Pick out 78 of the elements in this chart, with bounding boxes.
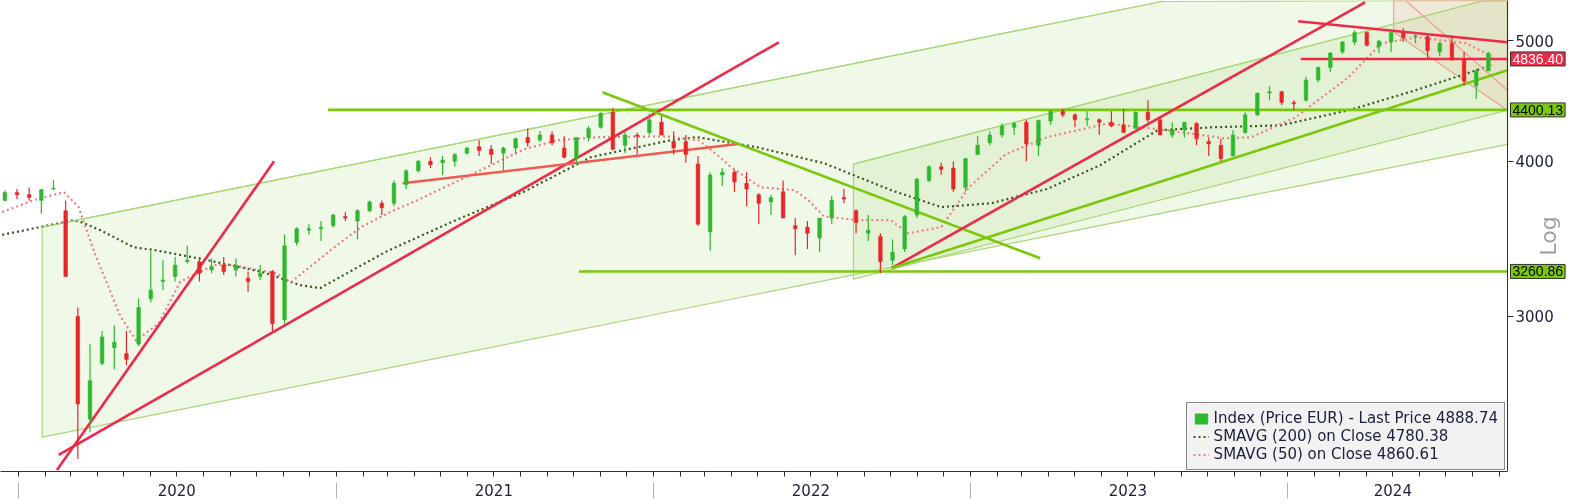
data-label: 4836.40 — [1512, 50, 1564, 67]
candlestick — [635, 131, 640, 156]
candlestick — [197, 256, 202, 283]
candlestick — [1194, 121, 1199, 146]
candlestick — [355, 208, 360, 241]
candlestick — [793, 217, 798, 256]
candlestick — [1449, 35, 1454, 62]
candlestick — [1012, 121, 1017, 136]
candlestick — [829, 195, 834, 225]
data-label: 3260.86 — [1512, 263, 1564, 280]
x-tick-label: 2024 — [1373, 481, 1412, 500]
candlestick — [391, 179, 397, 207]
legend-label: Index (Price EUR) - Last Price 4888.74 — [1213, 409, 1498, 427]
candlestick — [1243, 111, 1248, 135]
candlestick — [1303, 76, 1309, 102]
candlestick — [1255, 92, 1260, 117]
candlestick — [622, 130, 628, 154]
candlestick — [14, 188, 20, 200]
candlestick — [805, 220, 810, 250]
x-tick-label: 2022 — [791, 481, 830, 500]
candlestick — [39, 188, 44, 215]
candlestick — [975, 135, 980, 156]
candlestick — [853, 208, 859, 234]
candlestick — [683, 134, 688, 164]
candlestick — [1206, 136, 1211, 157]
candlestick — [1145, 99, 1150, 123]
candlestick — [1024, 119, 1029, 162]
candlestick — [525, 128, 530, 148]
candlestick — [841, 188, 846, 204]
candlestick — [659, 115, 664, 136]
x-tick-label: 2023 — [1108, 481, 1148, 500]
candlestick — [768, 194, 774, 216]
legend-label: SMAVG (200) on Close 4780.38 — [1213, 427, 1449, 445]
candlestick — [294, 226, 299, 247]
candlestick — [173, 256, 178, 283]
candlestick — [720, 167, 725, 187]
y-tick-label: 3000 — [1515, 308, 1554, 327]
candlestick — [1218, 138, 1223, 162]
candlestick — [160, 259, 165, 291]
candlestick — [1474, 68, 1479, 100]
line-series — [1, 36, 1493, 342]
candlestick — [1462, 51, 1467, 87]
candlestick — [1425, 33, 1430, 61]
candlestick — [1085, 110, 1090, 127]
candlestick — [245, 270, 251, 293]
candlestick — [148, 250, 153, 303]
legend-label: SMAVG (50) on Close 4860.61 — [1213, 445, 1439, 463]
candlestick — [817, 217, 822, 253]
candlestick — [1389, 30, 1394, 53]
candlestick — [562, 135, 567, 160]
candlestick — [951, 160, 956, 193]
candlestick — [501, 146, 506, 172]
candlestick — [124, 330, 129, 366]
candlestick — [890, 238, 895, 266]
candlestick — [489, 144, 494, 165]
candlestick — [233, 257, 238, 278]
candlestick — [1121, 108, 1126, 134]
candlestick — [318, 220, 324, 242]
candlestick — [477, 139, 482, 157]
candlestick — [404, 168, 409, 190]
candlestick — [440, 155, 445, 176]
candlestick — [756, 192, 761, 225]
candlestick — [671, 130, 676, 156]
candlestick — [221, 256, 226, 276]
y-tick-label: 5000 — [1515, 32, 1554, 51]
data-label: 4400.13 — [1512, 101, 1564, 118]
candlestick — [112, 324, 117, 370]
x-tick-label: 2021 — [474, 481, 513, 500]
candlestick — [744, 171, 749, 207]
x-tick-label: 2020 — [157, 481, 196, 500]
y-axis-title: Log — [1536, 216, 1561, 256]
candlestick — [732, 168, 737, 193]
candlestick — [866, 214, 871, 242]
candlestick — [574, 136, 579, 165]
line-series — [1, 64, 1493, 290]
candlestick — [1230, 129, 1236, 157]
candlestick — [647, 113, 652, 136]
y-tick-label: 4000 — [1515, 153, 1554, 172]
